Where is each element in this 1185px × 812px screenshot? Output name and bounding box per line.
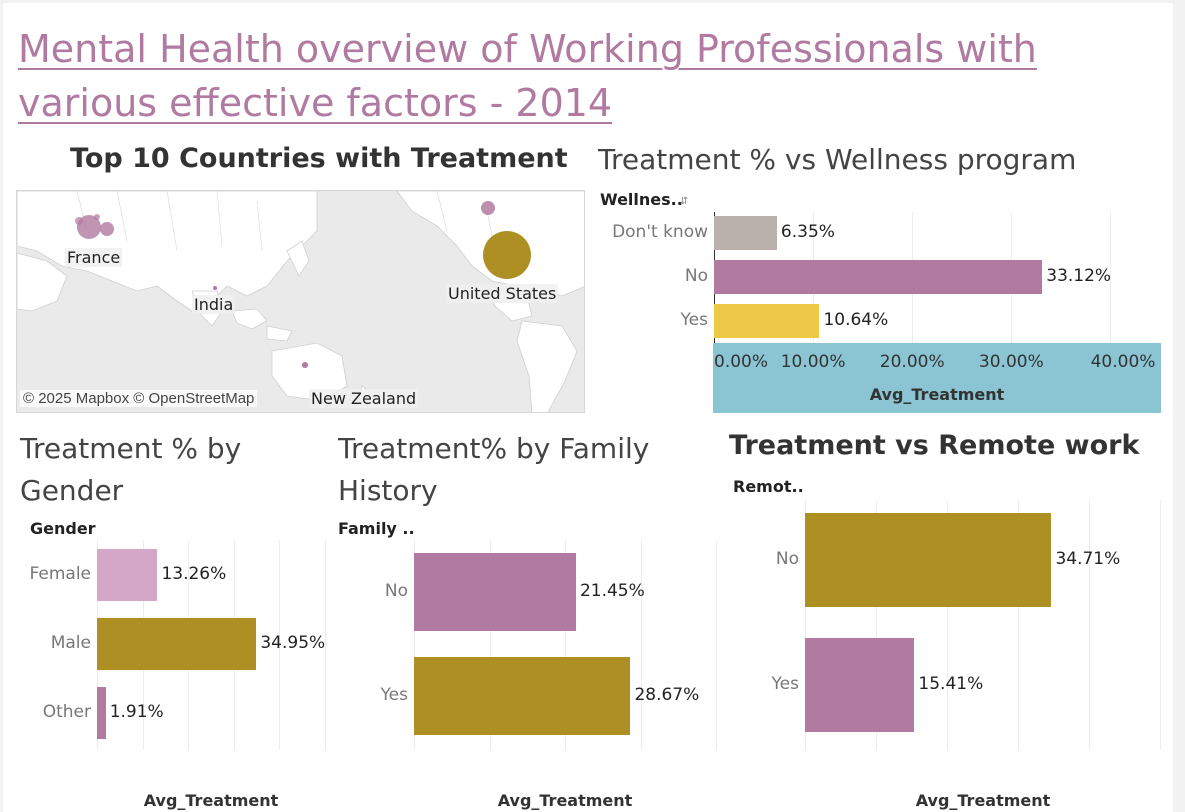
map-label-france: France [65,248,123,267]
family-history-title: Treatment% by Family History [338,432,650,507]
remote-work-category-no: No [775,549,799,569]
wellness-value-don-t-know: 6.35% [780,222,835,242]
map-circle-united-states [483,231,531,279]
family-history-value-yes: 28.67% [634,685,700,705]
remote-work-row-header[interactable]: Remot.. [733,477,804,496]
wellness-tick-label: 40.00% [1090,352,1156,372]
wellness-tick-label: 30.00% [978,352,1044,372]
gender-bar-female[interactable] [97,549,158,601]
remote-work-category-yes: Yes [771,674,799,694]
remote-work-value-yes: 15.41% [918,674,984,694]
wellness-bar-yes[interactable] [714,304,820,338]
remote-work-gridline [1160,500,1161,750]
gender-category-other: Other [42,702,91,722]
wellness-gridline [1110,212,1112,343]
wellness-row-header[interactable]: Wellnes.. [600,190,683,209]
remote-work-gridline [947,500,948,750]
wellness-tick-label: 20.00% [879,352,945,372]
wellness-bar-don-t-know[interactable] [714,216,777,250]
wellness-tick-label: 0.00% [714,352,769,372]
gender-title: Treatment % by Gender [20,432,242,507]
gender-axis-title: Avg_Treatment [143,791,279,810]
gender-bar-male[interactable] [97,618,257,670]
map-circle-netherlands [94,214,100,220]
remote-work-gridline [1018,500,1019,750]
gender-bar-other[interactable] [97,687,106,739]
family-history-value-no: 21.45% [579,581,645,601]
map-title: Top 10 Countries with Treatment [70,143,568,174]
gender-category-male: Male [50,633,91,653]
remote-work-gridline [876,500,877,750]
remote-work-value-no: 34.71% [1055,549,1121,569]
wellness-value-no: 33.12% [1046,266,1112,286]
remote-work-bar-no[interactable] [805,513,1052,607]
family-history-category-no: No [384,581,408,601]
gender-category-female: Female [29,564,91,584]
wellness-category-yes: Yes [680,310,708,330]
country-map[interactable]: France India United States New Zealand ©… [16,190,585,413]
family-history-gridline [565,540,566,750]
map-attribution[interactable]: © 2025 Mapbox © OpenStreetMap [20,390,258,407]
dashboard-title: Mental Health overview of Working Profes… [18,27,1037,125]
wellness-value-yes: 10.64% [823,310,889,330]
family-history-axis-title: Avg_Treatment [497,791,633,810]
map-label-india: India [192,295,236,314]
map-circle-india [213,286,217,290]
map-circle-australia [302,362,308,368]
map-label-united-states: United States [446,284,559,303]
gender-gridline [325,540,326,750]
wellness-category-don-t-know: Don't know [612,222,708,242]
family-history-gridline [716,540,717,750]
map-circle-france [100,222,114,236]
map-label-new-zealand: New Zealand [309,389,419,408]
remote-work-bar-yes[interactable] [805,638,915,732]
family-history-gridline [640,540,642,750]
wellness-axis-band [713,343,1161,413]
wellness-title: Treatment % vs Wellness program [598,143,1077,176]
remote-work-gridline [805,500,806,750]
map-circle-canada [481,201,495,215]
family-history-row-header[interactable]: Family .. [338,519,415,538]
wellness-bar-no[interactable] [714,260,1043,294]
family-history-gridline [489,540,491,750]
remote-work-title: Treatment vs Remote work [729,430,1140,461]
family-history-bar-no[interactable] [414,553,576,631]
wellness-axis-title: Avg_Treatment [869,385,1005,404]
wellness-category-no: No [684,266,708,286]
gender-row-header[interactable]: Gender [30,519,96,538]
gender-gridline [279,540,281,750]
sort-icon[interactable]: ⇵ [680,196,689,207]
wellness-tick-label: 10.00% [780,352,846,372]
gender-value-other: 1.91% [109,702,164,722]
map-circle-ireland [75,217,83,225]
gender-value-male: 34.95% [260,633,326,653]
family-history-bar-yes[interactable] [414,657,631,735]
remote-work-axis-title: Avg_Treatment [915,791,1051,810]
remote-work-gridline [1089,500,1090,750]
gender-value-female: 13.26% [161,564,227,584]
family-history-gridline [414,540,415,750]
family-history-category-yes: Yes [380,685,408,705]
